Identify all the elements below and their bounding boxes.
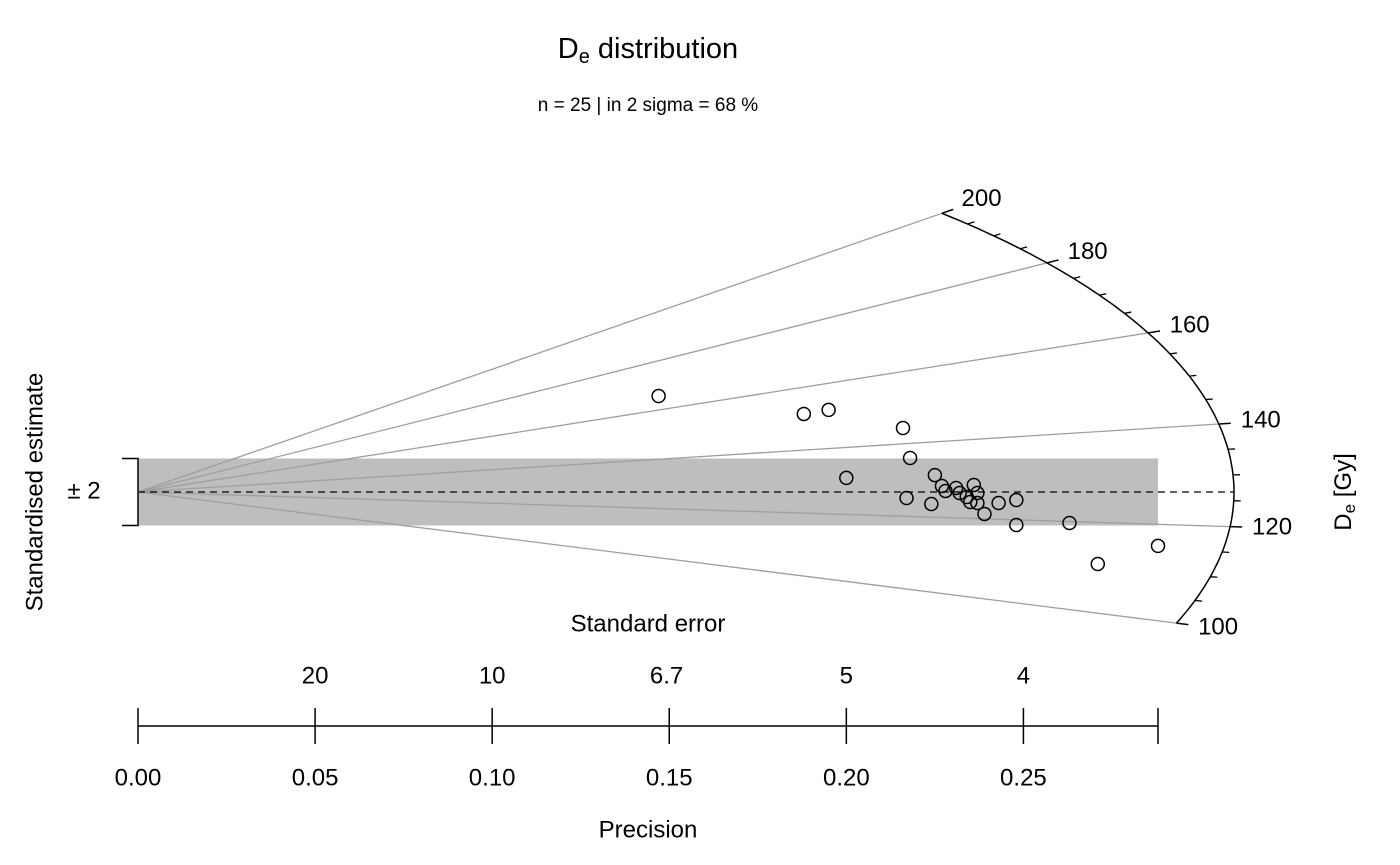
z-arc: [941, 212, 1235, 624]
z-line: [137, 491, 1177, 624]
z-minor-tick: [1073, 276, 1081, 279]
point: [938, 483, 953, 499]
x2-tick-label: 10: [479, 662, 506, 689]
title-sub: e: [579, 46, 590, 68]
chart-title: De distribution: [558, 33, 738, 69]
y-label: Standardised estimate: [21, 373, 48, 612]
z-minor-tick: [1124, 311, 1132, 314]
point: [970, 495, 985, 511]
point: [991, 495, 1006, 511]
x2-tick-label: 5: [840, 662, 853, 689]
z-minor-tick: [1189, 374, 1197, 377]
z-label-rest: [Gy]: [1330, 453, 1357, 504]
x2-tick-label: 20: [302, 662, 329, 689]
point: [651, 388, 666, 404]
z-line: [137, 212, 943, 493]
point: [899, 490, 914, 506]
z-tick-label: 180: [1068, 238, 1108, 265]
point: [821, 402, 836, 418]
z-tick: [1046, 259, 1059, 264]
point: [966, 477, 982, 493]
z-label-main: D: [1330, 513, 1357, 530]
point: [924, 496, 939, 512]
point: [977, 506, 992, 522]
z-tick-label: 100: [1198, 614, 1238, 641]
point: [895, 420, 911, 436]
z-label: De [Gy]: [1330, 453, 1359, 530]
x2-label: Standard error: [571, 610, 726, 637]
point: [839, 470, 854, 486]
z-minor-tick: [1099, 293, 1107, 296]
z-label-sub: e: [1340, 504, 1359, 513]
point: [1009, 517, 1024, 533]
z-line: [137, 262, 1048, 493]
band-bracket: [122, 457, 139, 527]
z-minor-tick: [967, 221, 975, 225]
point: [796, 406, 812, 422]
z-minor-tick: [1169, 352, 1177, 355]
x2-tick-label: 4: [1017, 662, 1030, 689]
z-tick-label: 140: [1241, 407, 1281, 434]
z-tick-label: 160: [1170, 312, 1210, 339]
point: [927, 467, 943, 483]
point: [952, 485, 967, 501]
z-line: [137, 423, 1219, 493]
z-minor-tick: [1020, 246, 1028, 250]
z-tick-label: 120: [1252, 513, 1292, 540]
x-tick-label: 0.10: [469, 764, 516, 791]
point: [1150, 538, 1166, 554]
z-minor-tick: [1194, 599, 1202, 602]
x-tick-label: 0.00: [115, 764, 162, 791]
z-tick-label: 200: [962, 185, 1002, 212]
title-main: D: [558, 33, 579, 65]
z-minor-tick: [1210, 576, 1218, 578]
z-tick: [1176, 622, 1189, 626]
point: [959, 489, 974, 505]
title-rest: distribution: [590, 33, 738, 65]
point: [902, 450, 918, 466]
z-tick: [1148, 330, 1161, 334]
z-minor-tick: [993, 233, 1001, 237]
x-tick-label: 0.15: [646, 764, 693, 791]
subtitle: n = 25 | in 2 sigma = 68 %: [538, 95, 759, 116]
x-tick-label: 0.05: [292, 764, 339, 791]
point: [1062, 515, 1077, 531]
point: [1009, 492, 1024, 508]
band-label: ± 2: [67, 477, 100, 504]
x2-tick-label: 6.7: [650, 662, 683, 689]
z-line: [137, 332, 1149, 493]
z-line: [137, 491, 1231, 528]
point: [1090, 556, 1106, 572]
z-tick: [941, 208, 954, 215]
x-label: Precision: [599, 816, 698, 843]
x-tick-label: 0.25: [1000, 764, 1047, 791]
z-tick: [1218, 422, 1231, 425]
z-minor-tick: [1205, 398, 1213, 401]
x-tick-label: 0.20: [823, 764, 870, 791]
